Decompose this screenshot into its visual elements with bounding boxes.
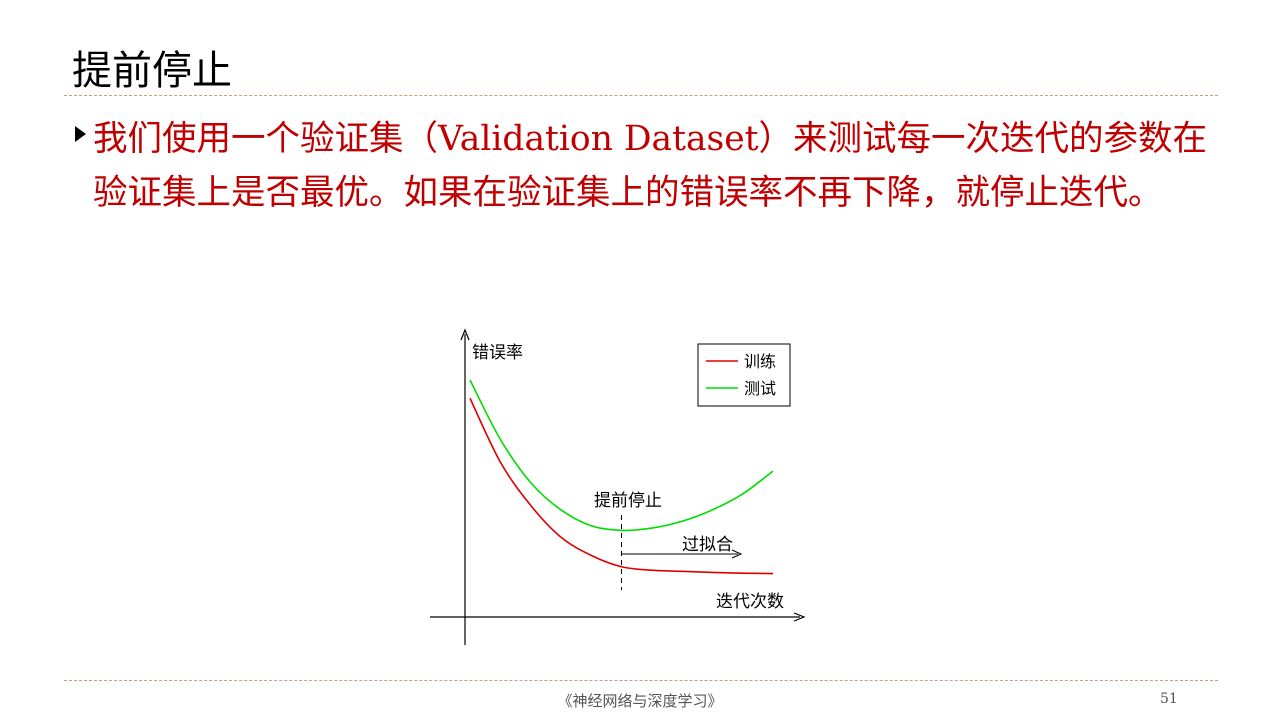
annotation-early-stop: 提前停止 bbox=[594, 491, 662, 511]
series-line-test bbox=[469, 379, 774, 532]
legend-label-train: 训练 bbox=[744, 352, 776, 371]
bullet-arrow-icon bbox=[75, 126, 86, 142]
series-line-train bbox=[469, 397, 774, 575]
legend-label-test: 测试 bbox=[744, 379, 776, 398]
legend-box bbox=[697, 343, 791, 407]
title-divider bbox=[64, 95, 1218, 96]
slide-title: 提前停止 bbox=[72, 48, 232, 94]
footer-book-title: 《神经网络与深度学习》 bbox=[557, 692, 723, 710]
x-axis-label: 迭代次数 bbox=[716, 592, 784, 612]
y-axis-arrow bbox=[460, 328, 470, 341]
y-axis-label: 错误率 bbox=[472, 343, 523, 363]
page-number: 51 bbox=[1160, 691, 1178, 707]
overfit-arrow-head bbox=[731, 549, 743, 559]
body-text: 我们使用一个验证集（Validation Dataset）来测试每一次迭代的参数… bbox=[93, 119, 1208, 213]
x-axis-arrow bbox=[793, 612, 806, 622]
footer-divider bbox=[64, 680, 1218, 681]
annotation-overfit: 过拟合 bbox=[682, 535, 733, 555]
